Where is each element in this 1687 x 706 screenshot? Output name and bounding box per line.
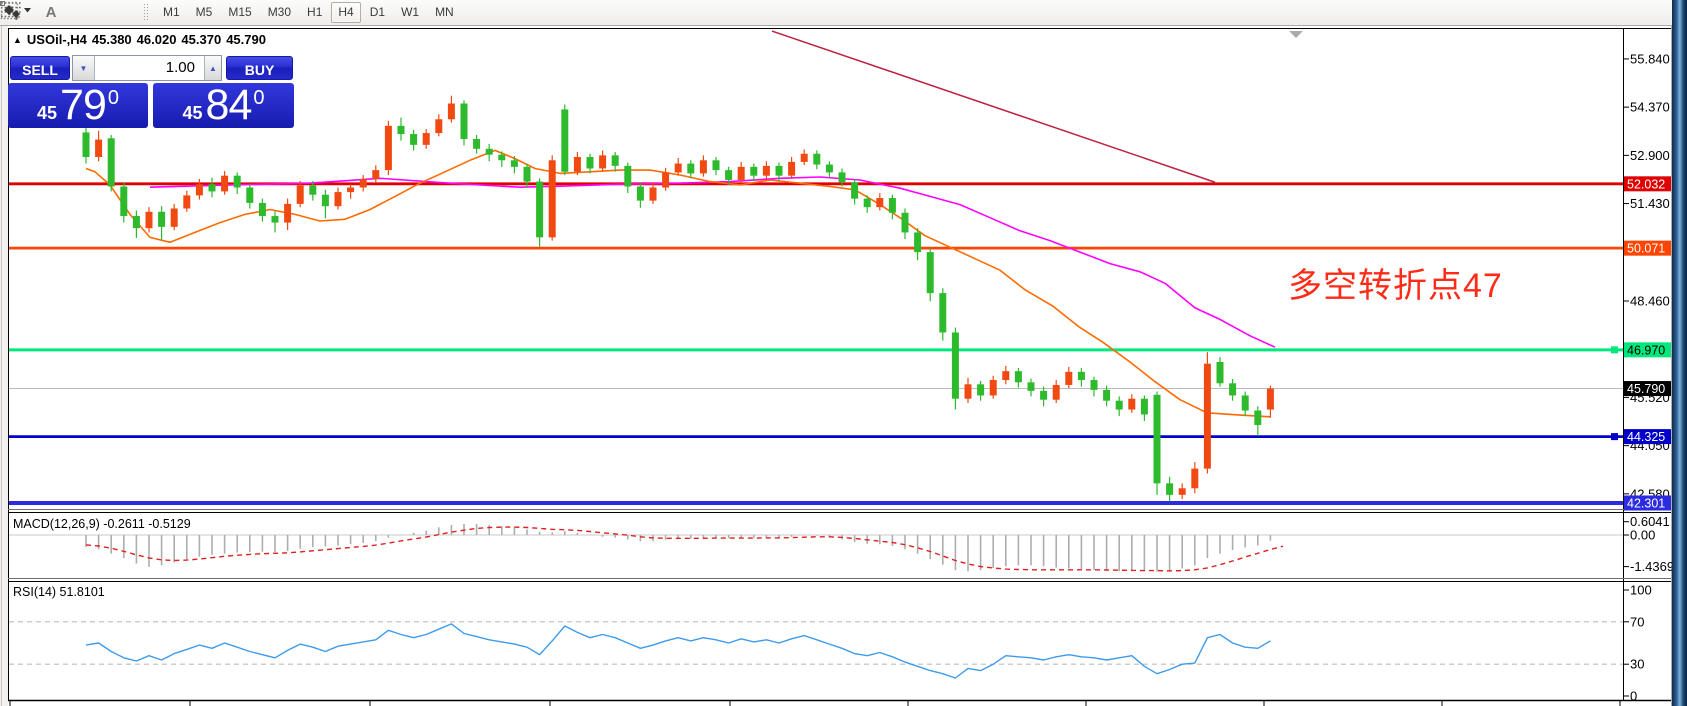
- slow-ma-line: [149, 176, 1276, 348]
- svg-text:0: 0: [1630, 689, 1637, 704]
- sell-price-big: 79: [60, 81, 107, 129]
- macd-signal-line: [85, 526, 1284, 572]
- svg-text:42.301: 42.301: [1627, 497, 1665, 511]
- timeframe-button-m5[interactable]: M5: [189, 2, 220, 23]
- sell-price-display[interactable]: 45 79 0: [8, 83, 148, 128]
- current-price-badge: 45.790: [1624, 381, 1671, 397]
- sell-price-prefix: 45: [37, 103, 58, 123]
- buy-price-display[interactable]: 45 84 0: [153, 83, 294, 128]
- volume-control: ▼ 1.00 ▲: [72, 55, 222, 81]
- oct-collapse-icon[interactable]: ▲: [13, 34, 22, 45]
- one-click-trading-panel: SELL ▼ 1.00 ▲ BUY 45 79 0 45 84 0: [8, 49, 294, 129]
- svg-text:0.6041: 0.6041: [1630, 514, 1670, 529]
- hline-44.325[interactable]: [9, 433, 1623, 441]
- rsi-label: RSI(14) 51.8101: [13, 585, 105, 599]
- toolbar-grip[interactable]: [144, 3, 149, 22]
- rsi-panel: 100 70 30 0: [9, 583, 1652, 704]
- svg-text:54.370: 54.370: [1630, 100, 1670, 115]
- svg-text:46.970: 46.970: [1627, 343, 1665, 357]
- svg-text:45.790: 45.790: [1627, 382, 1665, 396]
- svg-text:52.900: 52.900: [1630, 148, 1670, 163]
- timeframe-button-h4[interactable]: H4: [331, 2, 361, 23]
- chart-shift-marker-icon[interactable]: [1289, 31, 1303, 38]
- volume-decrease-button[interactable]: ▼: [73, 56, 95, 80]
- timeframe-button-w1[interactable]: W1: [394, 2, 426, 23]
- window-left-margin: [0, 26, 8, 706]
- sell-price-sup: 0: [107, 87, 119, 109]
- svg-text:48.460: 48.460: [1630, 293, 1670, 308]
- close-value: 45.790: [226, 32, 266, 47]
- timeframe-button-m30[interactable]: M30: [261, 2, 298, 23]
- buy-price-prefix: 45: [182, 103, 203, 123]
- trendline[interactable]: [771, 30, 1216, 183]
- arrows-icon[interactable]: [4, 2, 136, 24]
- macd-histogram: [85, 524, 1272, 572]
- timeframe-button-m15[interactable]: M15: [221, 2, 258, 23]
- timeframe-group: M1 M5 M15 M30 H1 H4 D1 W1 MN: [155, 2, 462, 23]
- low-value: 45.370: [181, 32, 222, 47]
- svg-text:50.071: 50.071: [1627, 242, 1665, 256]
- macd-label: MACD(12,26,9) -0.2611 -0.5129: [13, 517, 191, 531]
- buy-price-big: 84: [205, 81, 253, 129]
- text-annotation[interactable]: 多空转折点47: [1288, 267, 1503, 305]
- timeframe-button-h1[interactable]: H1: [300, 2, 329, 23]
- price-badge-44.325: 44.325: [1624, 429, 1671, 445]
- open-value: 45.380: [91, 32, 132, 47]
- panel-frame: [8, 0, 1672, 706]
- volume-increase-button[interactable]: ▲: [204, 56, 221, 80]
- price-badge-42.301: 42.301: [1624, 495, 1671, 511]
- time-axis[interactable]: [9, 701, 1621, 706]
- svg-text:70: 70: [1630, 614, 1644, 629]
- hline-46.970[interactable]: [9, 346, 1623, 354]
- svg-text:30: 30: [1630, 657, 1644, 672]
- fast-ma-line: [85, 149, 1271, 418]
- buy-price-sup: 0: [253, 87, 265, 109]
- price-badge-52.032: 52.032: [1624, 176, 1671, 192]
- svg-text:55.840: 55.840: [1630, 51, 1670, 66]
- high-value: 46.020: [136, 32, 177, 47]
- candlestick-series: [82, 95, 1274, 502]
- chart-title: ▲ USOil-,H4 45.380 46.020 45.370 45.790: [13, 32, 266, 47]
- svg-text:51.430: 51.430: [1630, 196, 1670, 211]
- price-badge-46.970: 46.970: [1624, 342, 1671, 358]
- timeframe-button-mn[interactable]: MN: [428, 2, 461, 23]
- rsi-line: [85, 623, 1271, 679]
- svg-text:44.325: 44.325: [1627, 430, 1665, 444]
- volume-input[interactable]: 1.00: [165, 59, 195, 76]
- svg-text:100: 100: [1630, 583, 1652, 598]
- svg-text:0.00: 0.00: [1630, 528, 1655, 543]
- svg-text:52.032: 52.032: [1627, 177, 1665, 191]
- label-icon[interactable]: A: [45, 4, 57, 21]
- textbox-icon[interactable]: T: [0, 1, 96, 24]
- timeframe-button-d1[interactable]: D1: [363, 2, 392, 23]
- symbol-period-label: USOil-,H4: [26, 32, 87, 47]
- timeframe-button-m1[interactable]: M1: [156, 2, 187, 23]
- buy-button[interactable]: BUY: [226, 56, 293, 80]
- window-right-border: [1672, 0, 1687, 706]
- svg-text:-1.4369: -1.4369: [1630, 559, 1674, 574]
- window-body: [0, 26, 1687, 706]
- price-badge-50.071: 50.071: [1624, 240, 1671, 256]
- sell-button[interactable]: SELL: [10, 56, 70, 80]
